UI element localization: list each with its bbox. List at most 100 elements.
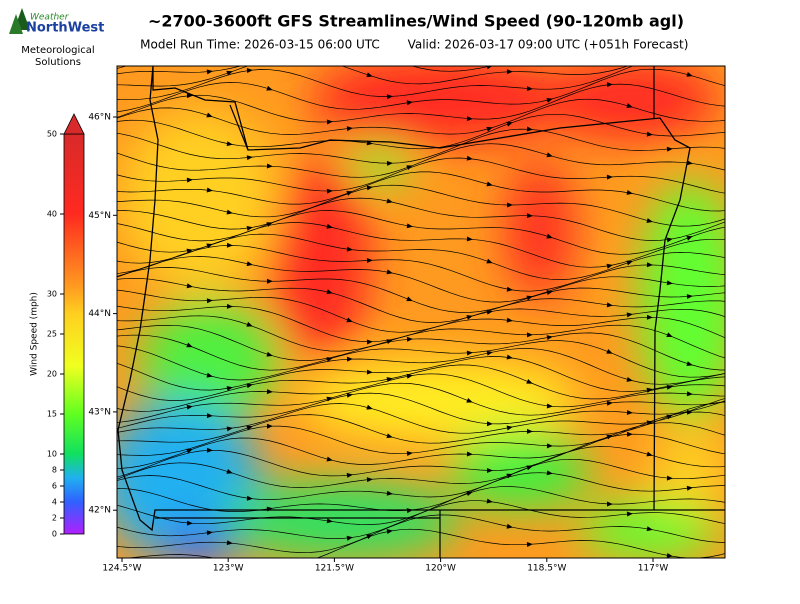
stream-arrow xyxy=(366,404,373,410)
stream-arrow xyxy=(186,448,193,454)
stream-arrow xyxy=(627,56,634,62)
colorbar-tick-label: 4 xyxy=(52,498,57,507)
streamline xyxy=(117,398,725,434)
streamline xyxy=(117,157,725,194)
stream-arrow xyxy=(346,126,353,132)
stream-arrow xyxy=(486,498,493,504)
stream-arrow xyxy=(606,400,613,406)
stream-arrow xyxy=(626,189,633,195)
stream-arrow xyxy=(486,126,493,132)
stream-arrow xyxy=(686,391,693,397)
stream-arrow xyxy=(466,236,473,242)
colorbar-extend xyxy=(63,113,85,135)
streamline xyxy=(117,500,725,539)
stream-arrow xyxy=(186,520,193,526)
stream-arrow xyxy=(506,354,513,360)
lon-tick-label: 118.5°W xyxy=(527,564,566,574)
lat-tick-label: 46°N xyxy=(88,113,111,123)
stream-arrow xyxy=(666,280,673,286)
stream-arrow xyxy=(686,409,693,415)
stream-arrow xyxy=(206,187,213,193)
streamline xyxy=(117,267,725,313)
stream-arrow xyxy=(406,336,413,342)
stream-arrow xyxy=(206,530,213,536)
stream-arrow xyxy=(506,202,513,208)
stream-arrow xyxy=(466,451,473,457)
stream-arrow xyxy=(666,146,673,152)
stream-arrow xyxy=(686,160,693,166)
stream-arrow xyxy=(646,387,653,393)
stream-arrow xyxy=(506,425,513,431)
stream-arrow xyxy=(606,501,613,507)
stream-arrow xyxy=(546,152,553,158)
stream-arrow xyxy=(466,350,473,356)
stream-arrow xyxy=(247,562,254,568)
stream-arrow xyxy=(666,384,673,390)
streamline xyxy=(117,143,725,178)
stream-arrow xyxy=(206,298,213,304)
stream-arrow xyxy=(606,348,613,354)
stream-arrow xyxy=(226,209,233,215)
stream-arrow xyxy=(386,160,393,166)
stream-arrow xyxy=(206,372,213,378)
stream-arrow xyxy=(646,526,653,532)
stream-arrow xyxy=(246,225,253,231)
stream-arrow xyxy=(666,475,673,481)
stream-arrow xyxy=(406,373,413,379)
stream-arrow xyxy=(486,66,493,70)
streamline xyxy=(117,171,725,212)
stream-arrow xyxy=(226,469,233,474)
streamline xyxy=(117,68,725,113)
stream-arrow xyxy=(386,94,393,100)
stream-arrow xyxy=(386,269,393,275)
stream-arrow xyxy=(626,377,633,382)
stream-arrow xyxy=(626,312,633,318)
stream-arrow xyxy=(606,263,613,269)
streamline xyxy=(117,514,725,553)
streamline xyxy=(117,66,493,75)
stream-arrow xyxy=(246,321,253,327)
streamlines xyxy=(117,56,725,568)
lat-tick-label: 44°N xyxy=(88,309,111,319)
stream-arrow xyxy=(326,518,333,524)
stream-arrow xyxy=(386,198,393,204)
streamline xyxy=(117,324,725,371)
streamline xyxy=(117,113,725,150)
stream-arrow xyxy=(526,542,533,548)
stream-arrow xyxy=(526,213,533,219)
stream-arrow xyxy=(346,246,353,252)
lat-tick-label: 45°N xyxy=(88,211,111,221)
streamline xyxy=(117,392,725,429)
stream-arrow xyxy=(546,290,553,295)
stream-arrow xyxy=(626,409,633,415)
stream-arrow xyxy=(506,317,513,323)
stream-arrow xyxy=(266,85,273,91)
stream-arrow xyxy=(546,233,553,239)
stream-arrow xyxy=(626,511,633,517)
stream-arrow xyxy=(666,552,673,558)
stream-arrow xyxy=(246,68,253,74)
state-border xyxy=(117,66,691,532)
logo-tree xyxy=(9,14,23,34)
stream-arrow xyxy=(646,451,653,457)
streamline xyxy=(117,197,725,241)
stream-arrow xyxy=(386,433,393,439)
colorbar-tick-label: 8 xyxy=(52,466,57,475)
stream-arrow xyxy=(606,174,613,180)
stream-arrow xyxy=(206,112,213,118)
stream-arrow xyxy=(346,472,353,478)
stream-arrow xyxy=(466,491,473,497)
colorbar-tick-label: 10 xyxy=(47,450,57,459)
colorbar-label: Wind Speed (mph) xyxy=(30,292,40,376)
stream-arrow xyxy=(366,477,373,483)
valid-time: Valid: 2026-03-17 09:00 UTC (+051h Forec… xyxy=(408,38,689,52)
logo-org: Meteorological xyxy=(21,45,94,56)
lat-tick-label: 42°N xyxy=(88,506,111,516)
stream-arrow xyxy=(186,283,193,289)
stream-arrow xyxy=(186,404,193,410)
streamline xyxy=(117,289,725,333)
stream-arrow xyxy=(546,443,553,449)
colorbar-scale xyxy=(63,133,85,535)
stream-arrow xyxy=(206,69,213,75)
stream-arrow xyxy=(406,223,413,229)
